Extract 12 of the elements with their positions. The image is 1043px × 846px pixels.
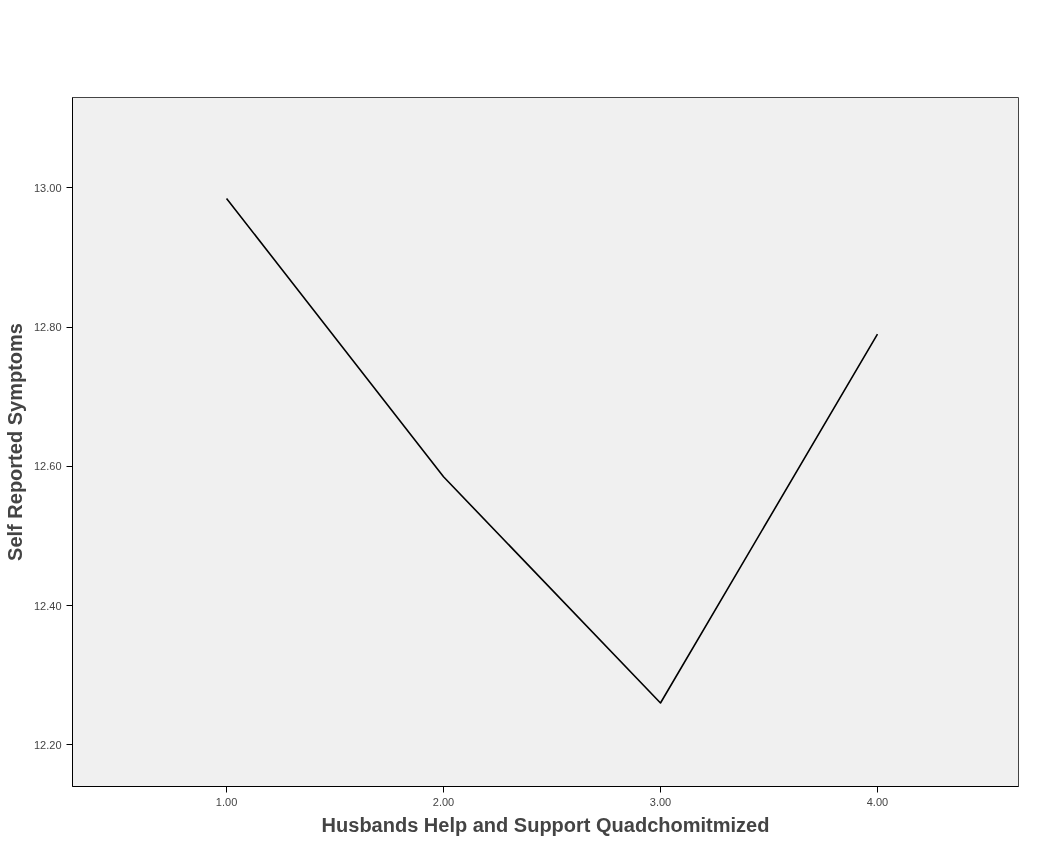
y-tick-label: 12.40 xyxy=(33,599,62,612)
y-tick-label: 12.20 xyxy=(33,738,62,751)
y-tick-label: 12.60 xyxy=(33,460,62,473)
x-tick-label: 2.00 xyxy=(432,795,455,808)
x-axis-title: Husbands Help and Support Quadchomitmized xyxy=(321,813,770,836)
y-tick-label: 12.80 xyxy=(33,321,62,334)
x-tick-label: 4.00 xyxy=(866,795,889,808)
y-axis-title: Self Reported Symptoms xyxy=(3,323,26,561)
x-tick-label: 3.00 xyxy=(649,795,672,808)
x-tick-label: 1.00 xyxy=(215,795,238,808)
line-series xyxy=(225,197,879,704)
y-tick-label: 13.00 xyxy=(33,181,62,194)
